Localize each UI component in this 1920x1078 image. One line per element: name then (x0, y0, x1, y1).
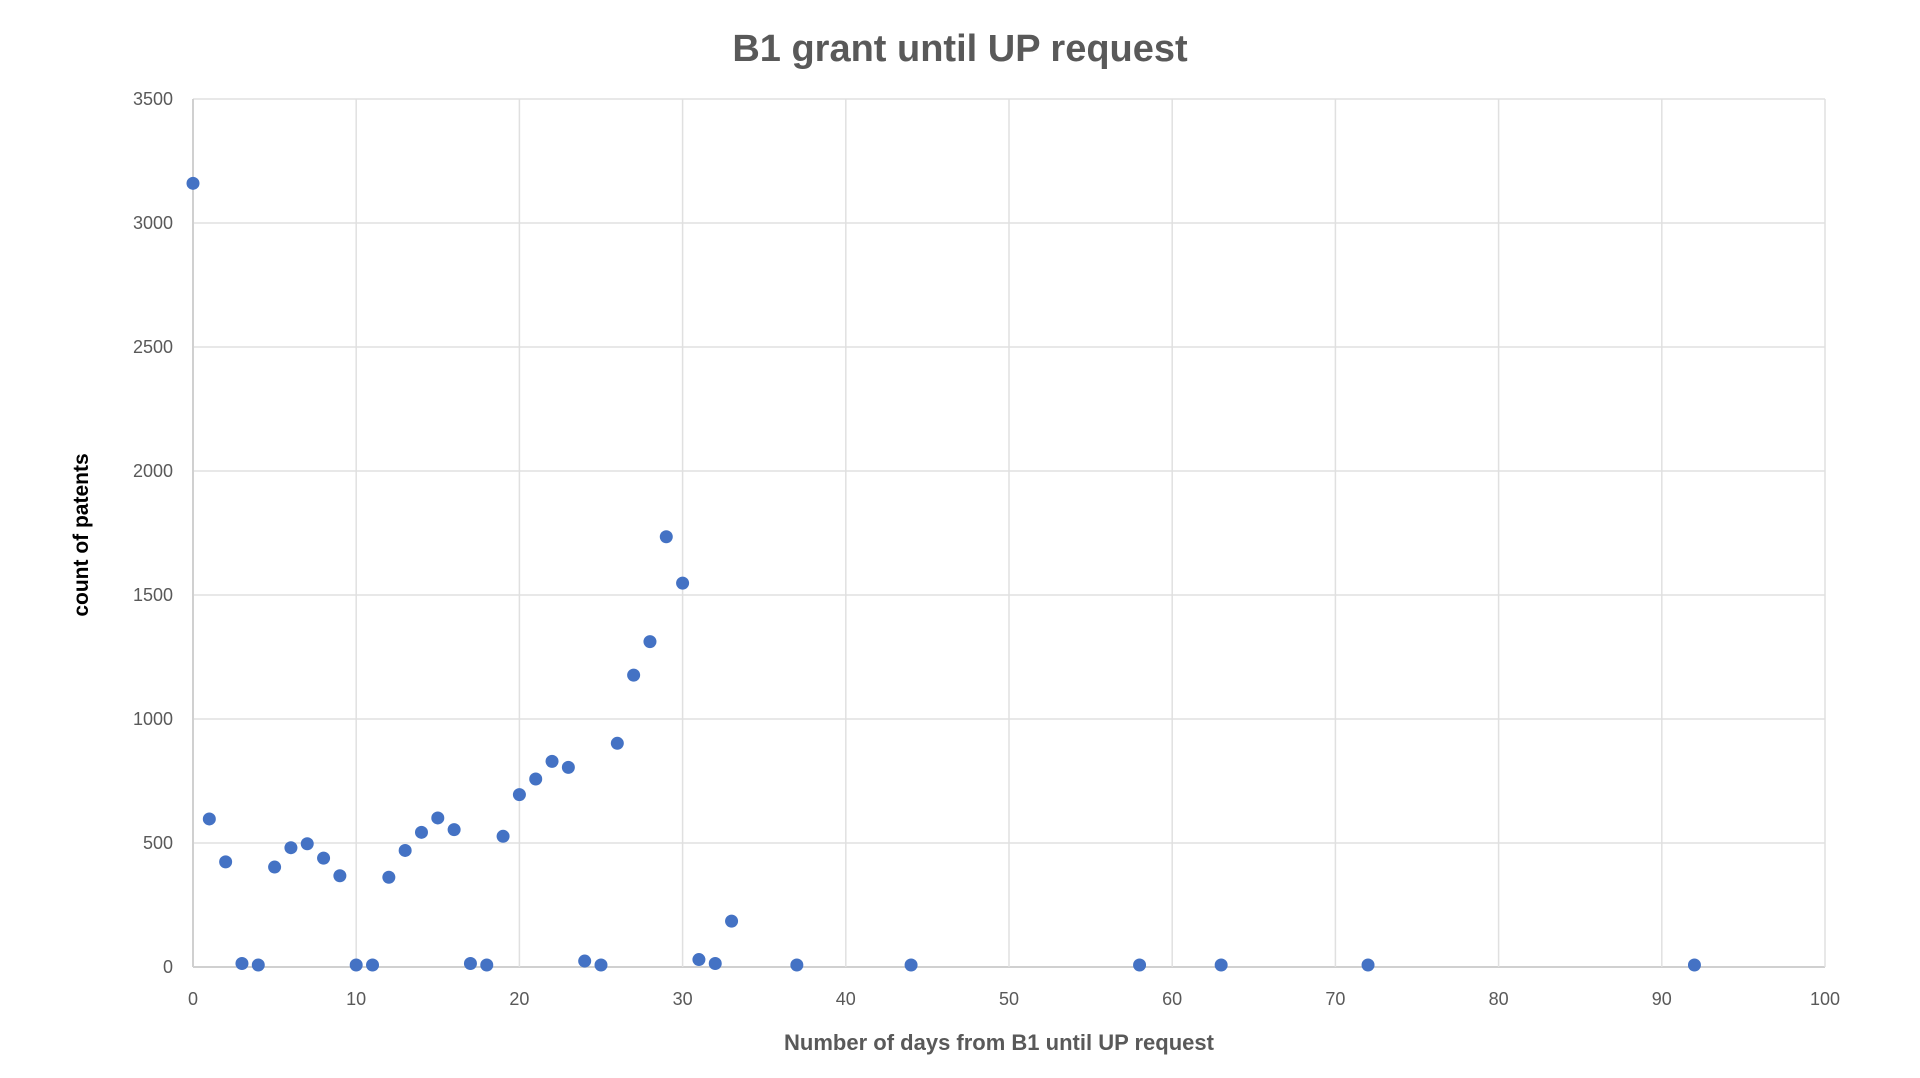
data-point (464, 957, 477, 970)
data-point (595, 959, 608, 972)
data-point (317, 852, 330, 865)
x-tick-label: 30 (673, 989, 693, 1009)
x-tick-label: 40 (836, 989, 856, 1009)
data-point (301, 837, 314, 850)
scatter-plot: 0 500 1000 1500 2000 2500 3000 3500 0 10 20 30 40 50 6… (0, 0, 1920, 1078)
data-point (546, 755, 559, 768)
data-point (790, 959, 803, 972)
x-tick-label: 10 (346, 989, 366, 1009)
y-tick-label: 0 (163, 957, 173, 977)
y-tick-label: 2500 (133, 337, 173, 357)
data-point (643, 635, 656, 648)
data-point (333, 869, 346, 882)
data-point (709, 957, 722, 970)
data-point (611, 737, 624, 750)
data-point (219, 855, 232, 868)
x-tick-label: 60 (1162, 989, 1182, 1009)
x-tick-label: 100 (1810, 989, 1840, 1009)
y-tick-label: 3500 (133, 89, 173, 109)
y-tick-label: 1000 (133, 709, 173, 729)
x-tick-label: 70 (1325, 989, 1345, 1009)
x-tick-label: 50 (999, 989, 1019, 1009)
y-tick-label: 2000 (133, 461, 173, 481)
data-point (627, 669, 640, 682)
x-tick-label: 80 (1489, 989, 1509, 1009)
y-tick-label: 1500 (133, 585, 173, 605)
data-point (905, 959, 918, 972)
x-tick-label: 90 (1652, 989, 1672, 1009)
x-tick-label: 20 (509, 989, 529, 1009)
data-point (725, 915, 738, 928)
data-point (562, 761, 575, 774)
y-tick-label: 3000 (133, 213, 173, 233)
data-point (513, 788, 526, 801)
data-point (448, 823, 461, 836)
data-point (284, 841, 297, 854)
data-point (235, 957, 248, 970)
y-tick-label: 500 (143, 833, 173, 853)
data-point (382, 871, 395, 884)
data-point (497, 830, 510, 843)
data-point (660, 530, 673, 543)
data-point (1688, 959, 1701, 972)
data-point (1133, 959, 1146, 972)
x-tick-label: 0 (188, 989, 198, 1009)
data-point (578, 955, 591, 968)
data-point (268, 861, 281, 874)
data-point (431, 811, 444, 824)
data-points (187, 177, 1701, 972)
data-point (252, 959, 265, 972)
data-point (1215, 959, 1228, 972)
data-point (350, 959, 363, 972)
data-point (692, 953, 705, 966)
data-point (366, 959, 379, 972)
data-point (399, 844, 412, 857)
data-point (203, 812, 216, 825)
data-point (676, 577, 689, 590)
data-point (187, 177, 200, 190)
data-point (415, 826, 428, 839)
data-point (480, 959, 493, 972)
data-point (529, 773, 542, 786)
gridlines (193, 99, 1825, 967)
data-point (1362, 959, 1375, 972)
